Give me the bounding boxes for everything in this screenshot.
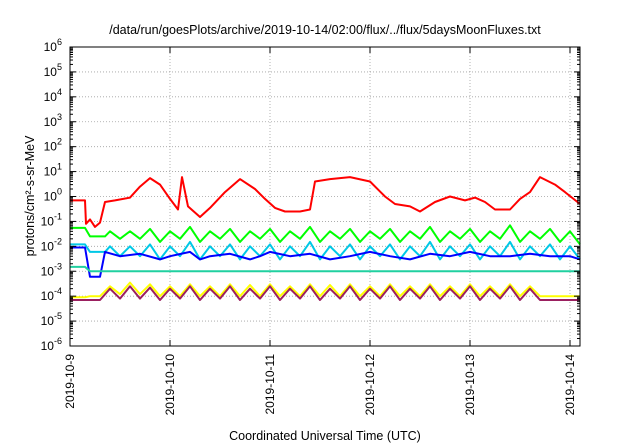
y-tick-label: 10-4 — [41, 286, 62, 303]
series-line — [70, 224, 581, 246]
series-line — [70, 176, 581, 228]
y-tick-label: 103 — [44, 112, 62, 129]
chart-title: /data/run/goesPlots/archive/2019-10-14/0… — [109, 23, 541, 37]
y-tick-label: 104 — [44, 87, 62, 104]
x-tick-label: 2019-10-10 — [163, 354, 177, 416]
series-line — [70, 246, 581, 278]
series-lines — [70, 176, 581, 301]
y-tick-label: 101 — [44, 162, 62, 179]
x-axis-label: Coordinated Universal Time (UTC) — [229, 429, 421, 443]
y-axis-ticks: 106 105 104 103 102 101 100 10-1 10-2 10-3 10-4 10-… — [41, 37, 580, 353]
x-tick-label: 2019-10-14 — [563, 354, 577, 416]
y-tick-label: 10-1 — [41, 211, 62, 228]
x-tick-label: 2019-10-11 — [263, 354, 277, 415]
y-axis-label: protons/cm²-s-sr-MeV — [23, 135, 37, 257]
x-tick-label: 2019-10-13 — [463, 354, 477, 416]
series-line — [70, 281, 580, 299]
series-line — [70, 240, 581, 261]
y-tick-label: 10-5 — [41, 311, 62, 328]
x-axis-ticks: 2019-10-9 2019-10-10 2019-10-11 2019-10-12 2… — [63, 47, 577, 415]
y-tick-label: 105 — [44, 62, 62, 79]
y-tick-label: 100 — [44, 187, 62, 204]
series-line — [70, 265, 580, 273]
series-line — [70, 285, 580, 301]
x-tick-label: 2019-10-12 — [363, 354, 377, 416]
y-tick-label: 102 — [44, 137, 62, 154]
y-tick-label: 10-3 — [41, 261, 62, 278]
x-tick-label: 2019-10-9 — [63, 354, 77, 409]
y-tick-label: 10-6 — [41, 336, 62, 353]
y-tick-label: 106 — [44, 37, 62, 54]
y-tick-label: 10-2 — [41, 236, 62, 253]
